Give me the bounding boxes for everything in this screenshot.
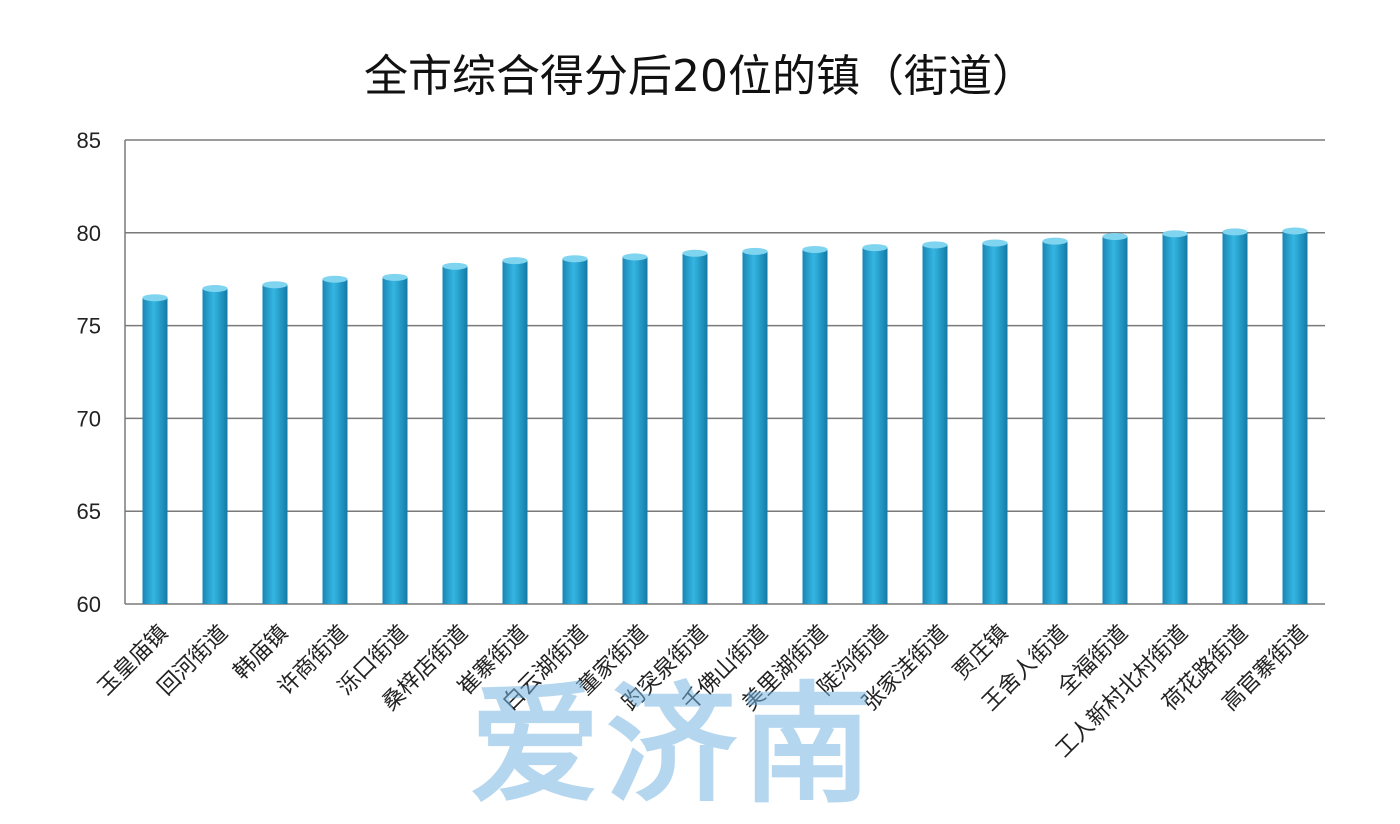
bar-body: [262, 284, 288, 604]
bar-top: [682, 249, 708, 257]
bar-body: [862, 247, 888, 604]
bar-top: [442, 262, 468, 270]
watermark-logo: 爱济南: [470, 669, 879, 821]
bar: [562, 255, 588, 604]
bar-body: [1222, 231, 1248, 604]
bar: [1222, 228, 1248, 604]
bar-top: [142, 294, 168, 302]
bar-body: [1162, 233, 1188, 604]
bar: [502, 257, 528, 604]
bar: [682, 249, 708, 604]
chart-title: 全市综合得分后20位的镇（街道）: [364, 51, 1036, 102]
bar: [622, 253, 648, 604]
bar-top: [862, 244, 888, 252]
bar-top: [802, 246, 828, 254]
bar: [1162, 230, 1188, 604]
bar-body: [1102, 236, 1128, 604]
bar: [982, 239, 1008, 604]
bar-body: [502, 260, 528, 604]
bar-body: [562, 258, 588, 604]
bar-body: [1282, 230, 1308, 604]
bar: [202, 284, 228, 604]
y-tick-label: 70: [77, 406, 101, 431]
bar-top: [562, 255, 588, 263]
bar: [382, 273, 408, 604]
bar-top: [922, 241, 948, 249]
bar-top: [1282, 227, 1308, 235]
bar-top: [742, 247, 768, 255]
bar-body: [382, 277, 408, 604]
bar-top: [322, 275, 348, 283]
bar-body: [802, 249, 828, 604]
bar-body: [922, 244, 948, 604]
bar-body: [982, 243, 1008, 604]
bar: [1282, 227, 1308, 604]
bar-body: [682, 253, 708, 604]
y-tick-label: 85: [77, 128, 101, 153]
bar-top: [622, 253, 648, 261]
bar-body: [742, 251, 768, 605]
bar-top: [202, 284, 228, 292]
bar-top: [502, 257, 528, 265]
bar-body: [442, 266, 468, 604]
bar: [922, 241, 948, 604]
bar-top: [262, 281, 288, 289]
bar-body: [1042, 241, 1068, 605]
bar: [742, 247, 768, 605]
bar: [142, 294, 168, 604]
bar: [862, 244, 888, 604]
y-tick-label: 80: [77, 221, 101, 246]
bar: [802, 246, 828, 604]
bar-body: [622, 256, 648, 604]
bar-body: [142, 297, 168, 604]
bar: [322, 275, 348, 604]
y-tick-label: 65: [77, 499, 101, 524]
bar-top: [1162, 230, 1188, 238]
bar-body: [202, 288, 228, 604]
y-tick-label: 60: [77, 592, 101, 617]
bar-top: [1222, 228, 1248, 236]
bar-body: [322, 279, 348, 604]
bar: [262, 281, 288, 604]
bar-top: [382, 273, 408, 281]
bar-top: [1102, 233, 1128, 241]
bar-top: [1042, 237, 1068, 245]
bar: [1102, 233, 1128, 604]
bar: [1042, 237, 1068, 605]
bar-top: [982, 239, 1008, 247]
y-tick-label: 75: [77, 314, 101, 339]
bar: [442, 262, 468, 604]
grid-lines: [125, 139, 1325, 605]
bars: [142, 227, 1308, 605]
